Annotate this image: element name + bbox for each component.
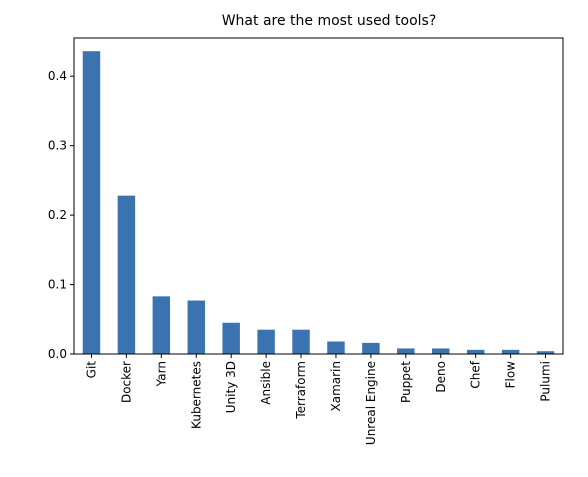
bar-chef (466, 349, 485, 354)
x-tick-label: Deno (434, 361, 448, 393)
y-axis: 0.0 0.1 0.2 0.3 0.4 (48, 69, 74, 361)
x-tick-label: Ansible (259, 361, 273, 405)
x-tick-label: Flow (504, 361, 518, 389)
x-tick-label: Yarn (154, 361, 168, 387)
x-tick-label: Terraform (294, 361, 308, 420)
y-tick-label: 0.2 (48, 208, 67, 222)
bar-xamarin (327, 341, 345, 354)
bar-pulumi (536, 351, 555, 354)
bar-terraform (292, 329, 310, 354)
bar-yarn (152, 296, 171, 354)
x-tick-label: Pulumi (539, 361, 553, 402)
y-tick-label: 0.4 (48, 69, 67, 83)
x-tick-label: Puppet (399, 361, 413, 403)
x-tick-label: Unreal Engine (364, 361, 378, 445)
x-tick-label: Docker (119, 361, 133, 403)
bar-unreal-engine (362, 342, 380, 354)
bar-ansible (257, 329, 275, 354)
bars (82, 51, 555, 354)
x-tick-label: Git (84, 361, 98, 379)
bar-flow (501, 349, 520, 354)
bar-kubernetes (187, 300, 205, 354)
bar-git (82, 51, 101, 354)
chart-title: What are the most used tools? (222, 13, 437, 29)
y-tick-label: 0.0 (48, 347, 67, 361)
x-tick-label: Xamarin (329, 361, 343, 412)
plot-frame (73, 37, 564, 355)
y-tick-label: 0.3 (48, 139, 67, 153)
bar-puppet (397, 348, 415, 354)
x-tick-label: Chef (469, 360, 483, 388)
bar-deno (432, 348, 450, 354)
x-tick-label: Unity 3D (224, 361, 238, 413)
bar-docker (117, 195, 136, 354)
x-tick-label: Kubernetes (189, 361, 203, 429)
x-axis: Git Docker Yarn Kubernetes Unity 3D Ansible Te… (84, 354, 553, 445)
bar-unity-3d (222, 322, 240, 354)
y-tick-label: 0.1 (48, 278, 67, 292)
